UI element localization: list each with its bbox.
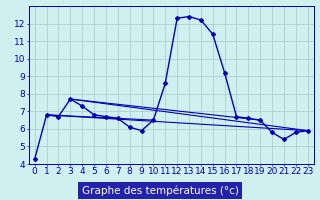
Text: Graphe des températures (°c): Graphe des températures (°c) <box>82 186 238 196</box>
